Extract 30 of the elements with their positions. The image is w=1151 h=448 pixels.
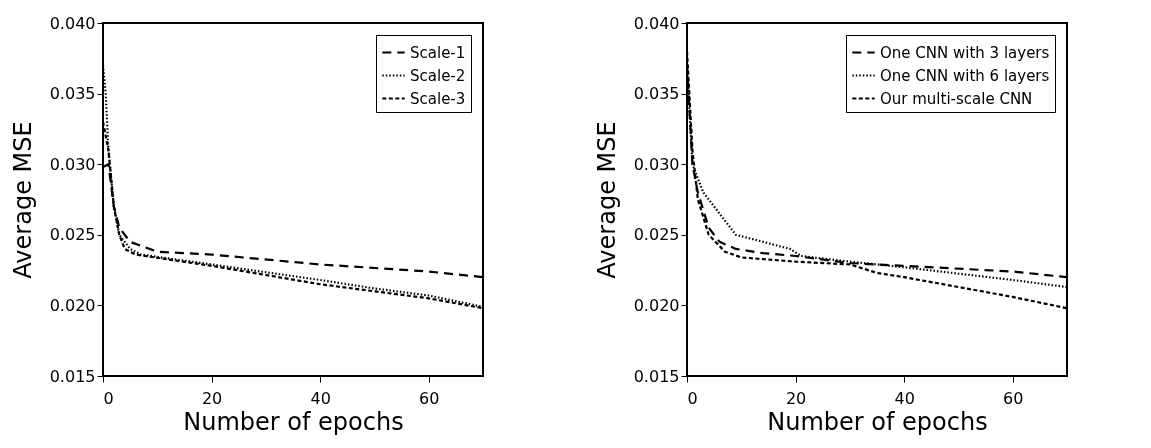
legend-label: Scale-1 <box>410 43 466 62</box>
y-axis-title: Average MSE <box>592 121 621 279</box>
y-tick-label: 0.035 <box>49 84 96 104</box>
x-axis-title: Number of epochs <box>767 407 988 436</box>
x-tick-label: 60 <box>419 388 440 408</box>
y-tick-label: 0.020 <box>633 295 680 315</box>
y-axis-title: Average MSE <box>8 121 37 279</box>
legend-label: One CNN with 6 layers <box>880 66 1050 85</box>
y-tick-label: 0.030 <box>633 154 680 174</box>
y-tick-label: 0.035 <box>633 84 680 104</box>
y-tick-label: 0.040 <box>633 13 680 33</box>
legend-label: One CNN with 3 layers <box>880 43 1050 62</box>
y-tick-label: 0.015 <box>633 366 680 386</box>
x-tick-label: 40 <box>310 388 331 408</box>
y-tick-label: 0.020 <box>49 295 96 315</box>
x-axis-title: Number of epochs <box>183 407 404 436</box>
y-tick-label: 0.025 <box>49 225 96 245</box>
x-tick-label: 0 <box>103 388 114 408</box>
y-tick-label: 0.030 <box>49 154 96 174</box>
legend-label: Our multi-scale CNN <box>880 89 1033 108</box>
x-tick-label: 60 <box>1003 388 1024 408</box>
legend-label: Scale-3 <box>410 89 466 108</box>
y-tick-label: 0.015 <box>49 366 96 386</box>
y-tick-label: 0.025 <box>633 225 680 245</box>
x-tick-label: 40 <box>894 388 915 408</box>
x-tick-label: 20 <box>201 388 223 408</box>
x-tick-label: 20 <box>785 388 807 408</box>
y-tick-label: 0.040 <box>49 13 96 33</box>
x-tick-label: 0 <box>687 388 698 408</box>
legend-label: Scale-2 <box>410 66 466 85</box>
